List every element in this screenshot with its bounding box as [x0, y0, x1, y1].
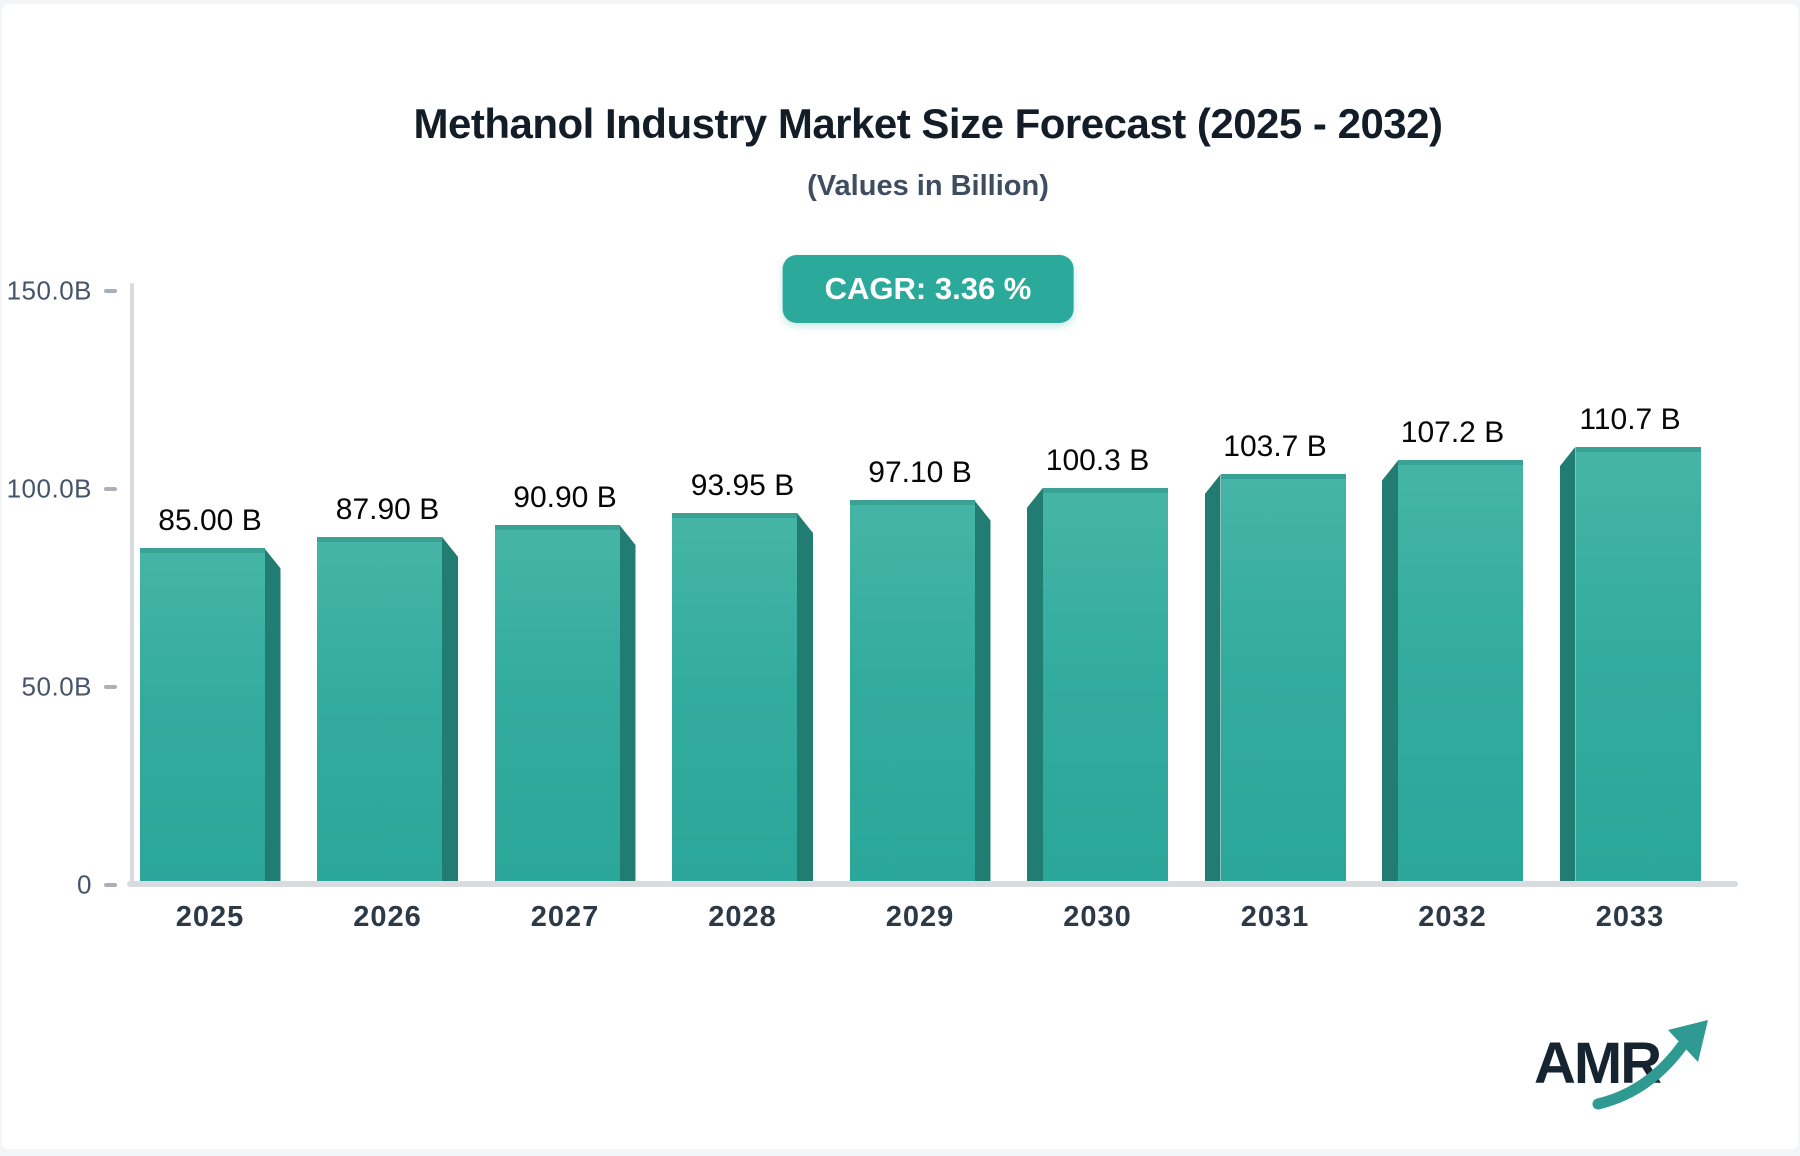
- x-axis-label: 2029: [885, 901, 955, 933]
- bar-face-2026: [317, 536, 442, 885]
- bar-face-2031: [1220, 474, 1346, 885]
- chart-subtitle: (Values in Billion): [807, 170, 1049, 202]
- bar-face-2025: [139, 548, 265, 885]
- x-axis-label: 2028: [708, 901, 777, 933]
- bar-side-face-2033: [1559, 446, 1576, 885]
- bar-value-label: 93.95 B: [690, 468, 795, 502]
- y-tick-mark: [104, 685, 117, 689]
- x-axis-line: [127, 881, 1738, 887]
- x-axis-label: 2030: [1063, 901, 1132, 933]
- y-tick-label: 150.0B: [6, 275, 92, 306]
- bar-face-2033: [1575, 446, 1701, 885]
- cagr-badge: CAGR: 3.36 %: [782, 255, 1074, 323]
- bar-value-label: 85.00 B: [158, 504, 262, 538]
- bar-value-label: 110.7 B: [1579, 402, 1681, 436]
- x-axis-label: 2032: [1418, 901, 1487, 933]
- bar-face-2029: [849, 500, 975, 885]
- x-axis-label: 2033: [1595, 901, 1665, 933]
- bar-face-2027: [494, 525, 620, 885]
- bar-side-face-2025: [264, 548, 281, 885]
- y-tick-mark: [104, 487, 117, 491]
- bar-side-face-2029: [974, 500, 991, 885]
- bar-face-2032: [1398, 460, 1523, 885]
- x-axis-label: 2027: [530, 901, 600, 933]
- bar-value-label: 97.10 B: [868, 456, 972, 490]
- bar-value-label: 107.2 B: [1400, 416, 1505, 450]
- brand-logo: AMR: [1528, 1020, 1713, 1110]
- bar-face-2028: [672, 512, 797, 885]
- bar-side-face-2031: [1204, 474, 1221, 885]
- bar-value-label: 87.90 B: [335, 492, 440, 526]
- y-tick-label: 100.0B: [6, 473, 92, 504]
- x-axis-label: 2025: [175, 901, 245, 933]
- y-tick-label: 0: [77, 869, 92, 900]
- bar-value-label: 100.3 B: [1045, 443, 1150, 477]
- y-tick-mark: [104, 883, 117, 887]
- bar-value-label: 90.90 B: [513, 481, 617, 515]
- y-axis-line: [130, 283, 134, 886]
- y-tick-label: 50.0B: [21, 671, 92, 702]
- bar-face-2030: [1043, 487, 1168, 885]
- chart-title: Methanol Industry Market Size Forecast (…: [413, 100, 1443, 147]
- bar-side-face-2027: [619, 525, 636, 885]
- growth-arrow-icon: [1592, 1020, 1708, 1110]
- bar-side-face-2026: [442, 536, 458, 885]
- bar-side-face-2030: [1027, 487, 1043, 885]
- bar-value-label: 103.7 B: [1223, 430, 1327, 464]
- bar-side-face-2032: [1382, 460, 1398, 885]
- x-axis-label: 2031: [1240, 901, 1310, 933]
- y-tick-mark: [104, 289, 117, 293]
- bar-side-face-2028: [797, 512, 813, 885]
- x-axis-label: 2026: [353, 901, 422, 933]
